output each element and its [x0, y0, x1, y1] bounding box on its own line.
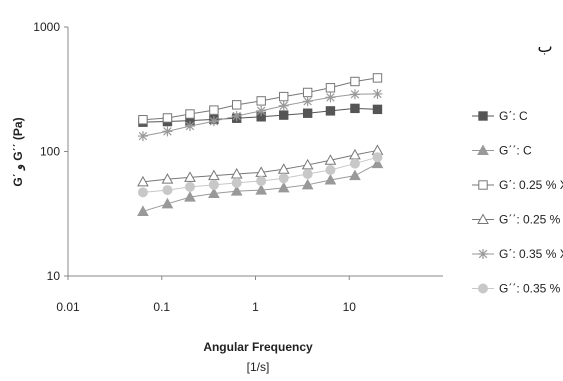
data-point — [302, 87, 313, 98]
data-point — [184, 171, 196, 182]
series-layer — [137, 73, 384, 216]
data-point — [301, 158, 314, 170]
legend-marker — [478, 111, 488, 121]
data-point — [372, 104, 383, 115]
data-point — [302, 96, 313, 107]
data-point — [208, 179, 219, 190]
data-point — [372, 73, 383, 83]
data-point — [161, 173, 174, 184]
legend-marker — [477, 213, 489, 224]
legend-marker — [478, 283, 488, 294]
data-point — [278, 173, 289, 184]
data-point — [137, 187, 148, 198]
data-point — [277, 181, 290, 193]
data-point — [231, 100, 242, 110]
data-point — [137, 131, 148, 142]
y-ticks: 10 100 1000 — [33, 20, 68, 283]
data-point — [325, 106, 336, 116]
data-point — [209, 105, 219, 115]
y-axis-title: G΄ و G΄΄ (Pa) — [11, 117, 26, 186]
data-point — [278, 100, 289, 111]
legend-label: G΄: C — [499, 109, 528, 123]
data-point — [138, 115, 148, 125]
legend-item: G΄: 0.35 % X — [472, 247, 563, 261]
data-point — [137, 205, 149, 216]
data-point — [325, 165, 336, 176]
data-point — [302, 108, 313, 118]
legend-marker — [478, 180, 488, 190]
x-axis-title: Angular Frequency — [203, 340, 313, 354]
data-point — [184, 121, 195, 132]
series-g-0-35-x — [137, 152, 383, 198]
series-g-0-25-x — [138, 73, 383, 125]
data-point — [161, 197, 174, 209]
data-point — [279, 91, 289, 102]
legend-item: G΄΄: C — [472, 144, 532, 158]
x-tick-label: 1 — [252, 300, 259, 314]
data-point — [184, 181, 195, 192]
data-point — [231, 177, 242, 188]
data-point — [208, 187, 220, 198]
data-point — [255, 184, 268, 195]
legend-label: G΄΄: 0.35 % X — [499, 282, 563, 296]
x-axis-unit: [1/s] — [247, 360, 270, 374]
panel-label: ب — [537, 37, 552, 56]
data-point — [162, 185, 173, 196]
legend: G΄: C G΄΄: C G΄: 0.25 % X G΄΄: 0.25 % X G΄: … — [472, 109, 563, 296]
x-tick-label: 10 — [343, 300, 357, 314]
series-g-c — [138, 103, 383, 127]
legend-item: G΄΄: 0.25 % X — [472, 213, 563, 227]
legend-item: G΄΄: 0.35 % X — [472, 282, 563, 296]
legend-label: G΄΄: C — [499, 144, 532, 158]
data-point — [350, 76, 360, 87]
data-point — [324, 173, 337, 185]
data-point — [256, 175, 267, 186]
data-point — [208, 116, 219, 127]
data-point — [256, 96, 266, 106]
data-point — [301, 178, 314, 190]
data-point — [349, 158, 360, 169]
series-g-c — [137, 157, 384, 216]
data-point — [349, 89, 360, 100]
data-point — [324, 154, 337, 165]
data-point — [325, 92, 336, 103]
y-tick-label: 1000 — [33, 20, 60, 34]
data-point — [184, 191, 196, 202]
data-point — [372, 152, 383, 163]
data-point — [231, 110, 242, 121]
x-tick-label: 0.1 — [153, 300, 170, 314]
x-tick-label: 0.01 — [56, 300, 80, 314]
legend-item: G΄: 0.25 % X — [472, 178, 563, 192]
data-point — [302, 168, 313, 179]
data-point — [185, 109, 195, 119]
data-point — [230, 185, 243, 196]
y-tick-label: 10 — [47, 269, 61, 283]
legend-marker — [477, 144, 489, 155]
legend-label: G΄΄: 0.25 % X — [499, 213, 563, 227]
x-ticks: 0.01 0.1 1 10 — [56, 276, 356, 314]
data-point — [279, 110, 289, 120]
y-tick-label: 100 — [40, 145, 60, 159]
legend-item: G΄: C — [472, 109, 528, 123]
series-g-0-35-x — [137, 88, 383, 142]
legend-label: G΄: 0.35 % X — [499, 247, 563, 261]
data-point — [162, 113, 173, 123]
data-point — [256, 105, 267, 116]
data-point — [371, 157, 384, 169]
data-point — [137, 175, 149, 187]
legend-marker — [478, 249, 488, 259]
data-point — [208, 169, 220, 181]
plot-area — [67, 27, 443, 277]
data-point — [350, 103, 360, 114]
data-point — [349, 169, 361, 181]
data-point — [325, 83, 336, 93]
data-point — [372, 88, 383, 99]
legend-label: G΄: 0.25 % X — [499, 178, 563, 192]
data-point — [162, 126, 173, 137]
